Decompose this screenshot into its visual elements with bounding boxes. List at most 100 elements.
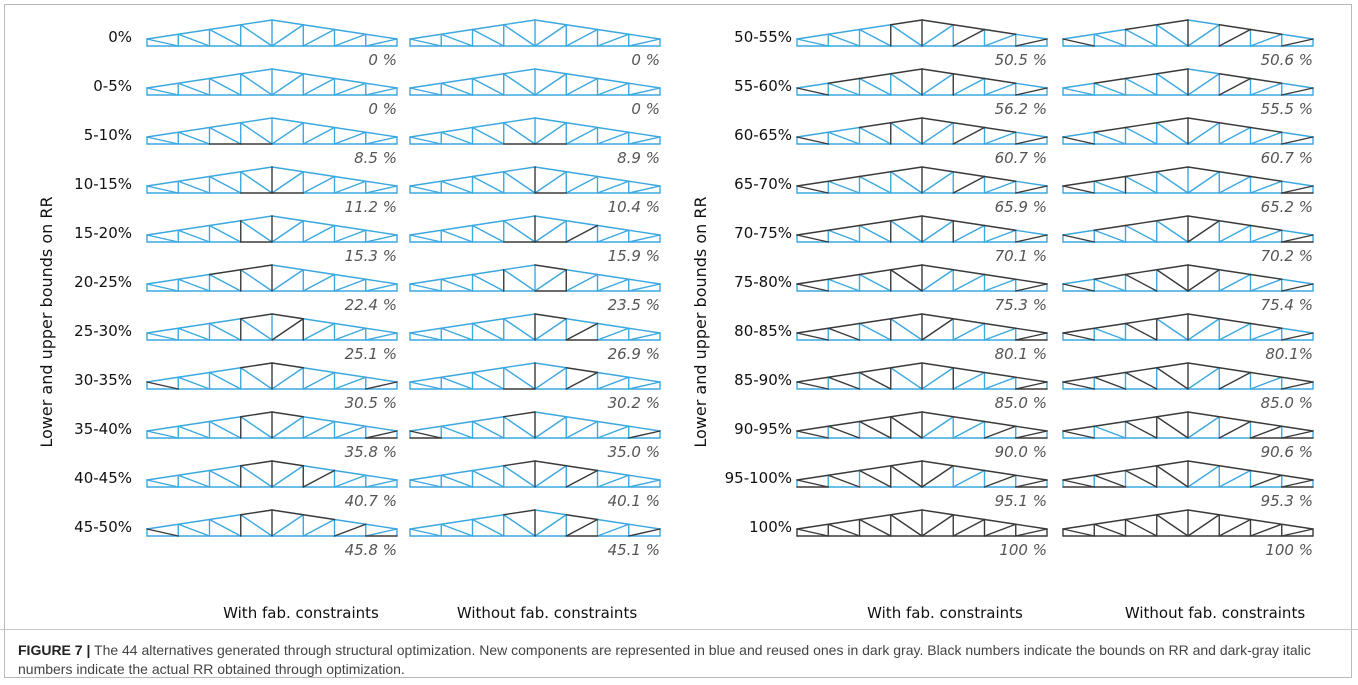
truss-member-t7 [365, 425, 398, 432]
truss-member-t1 [440, 469, 474, 476]
truss-member-d5 [565, 371, 599, 390]
truss-member-t1 [827, 371, 861, 378]
truss-member-t0 [409, 425, 442, 432]
truss-member-t6 [983, 175, 1017, 182]
truss-member-d5 [565, 322, 599, 341]
truss-member-d2 [208, 28, 242, 47]
truss-member-t4 [534, 362, 567, 369]
truss-member-t4 [1187, 509, 1220, 516]
truss-member-t1 [1093, 371, 1127, 378]
truss-member-t2 [858, 269, 892, 276]
truss-without-fab [409, 509, 661, 537]
rr-value-without: 8.9 % [617, 149, 660, 167]
truss-member-d7 [1015, 185, 1048, 194]
truss-member-d5 [565, 28, 599, 47]
truss-member-t4 [921, 362, 954, 369]
truss-member-t4 [534, 19, 567, 26]
truss-without-fab [1062, 509, 1314, 537]
truss-member-t6 [1249, 322, 1283, 329]
truss-member-t4 [921, 411, 954, 418]
truss-member-t4 [1187, 460, 1220, 467]
truss-member-t3 [1156, 68, 1189, 75]
truss-member-t7 [1281, 278, 1314, 285]
truss-member-d3 [503, 171, 536, 194]
truss-member-t0 [409, 82, 442, 89]
truss-member-t0 [1062, 425, 1095, 432]
truss-member-t1 [440, 126, 474, 133]
truss-member-t4 [534, 411, 567, 418]
truss-member-t4 [534, 460, 567, 467]
truss-member-t1 [827, 28, 861, 35]
truss-member-d2 [471, 371, 505, 390]
truss-member-d4 [921, 514, 954, 537]
truss-member-t4 [271, 19, 304, 26]
truss-member-d1 [177, 474, 211, 488]
truss-member-t2 [208, 465, 242, 472]
truss-member-d2 [858, 126, 892, 145]
truss-member-t3 [503, 264, 536, 271]
truss-member-t2 [1124, 122, 1158, 129]
truss-member-d7 [1015, 38, 1048, 47]
rr-value-with: 0 % [368, 51, 397, 69]
truss-member-d5 [565, 273, 599, 292]
truss-member-t2 [208, 269, 242, 276]
truss-member-t5 [302, 514, 336, 521]
truss-member-d5 [565, 224, 599, 243]
truss-member-d3 [890, 24, 923, 47]
truss-member-d2 [1124, 322, 1158, 341]
truss-member-d7 [628, 430, 661, 439]
truss-member-t2 [1124, 73, 1158, 80]
truss-member-t3 [240, 313, 273, 320]
truss-member-d4 [534, 171, 567, 194]
truss-member-t2 [471, 416, 505, 423]
truss-member-d5 [302, 273, 336, 292]
truss-member-t2 [208, 24, 242, 31]
truss-member-d1 [827, 131, 861, 145]
truss-member-t3 [240, 509, 273, 516]
truss-member-d2 [208, 273, 242, 292]
truss-member-t4 [534, 215, 567, 222]
truss-member-t5 [565, 367, 599, 374]
truss-member-d3 [240, 318, 273, 341]
truss-member-t5 [1218, 122, 1252, 129]
truss-member-d0 [1062, 332, 1095, 341]
truss-member-d0 [146, 136, 179, 145]
truss-member-d1 [177, 425, 211, 439]
truss-member-t5 [1218, 220, 1252, 227]
truss-member-t0 [409, 376, 442, 383]
truss-with-fab [796, 166, 1048, 194]
column-label-with-left: With fab. constraints [223, 604, 379, 622]
rr-value-with: 90.0 % [995, 443, 1047, 461]
truss-member-t7 [628, 327, 661, 334]
truss-member-t6 [983, 469, 1017, 476]
right-panel: 50-55% 50.5 % 50.6 % 55-60% 56.2 % 55.5 % 60-6… [725, 19, 1314, 559]
truss-member-t5 [302, 318, 336, 325]
truss-member-d4 [1187, 24, 1220, 47]
truss-member-d0 [409, 430, 442, 439]
truss-member-t2 [471, 514, 505, 521]
truss-member-d4 [271, 465, 304, 488]
truss-member-t0 [146, 523, 179, 530]
truss-member-t5 [952, 73, 986, 80]
truss-member-d2 [858, 77, 892, 96]
truss-member-d1 [827, 523, 861, 537]
truss-with-fab [146, 166, 398, 194]
truss-member-d1 [440, 278, 474, 292]
truss-member-d0 [146, 430, 179, 439]
truss-member-t0 [409, 474, 442, 481]
truss-member-t1 [177, 469, 211, 476]
truss-with-fab [146, 264, 398, 292]
truss-member-d2 [1124, 126, 1158, 145]
truss-member-t2 [1124, 171, 1158, 178]
truss-member-d2 [1124, 77, 1158, 96]
truss-without-fab [1062, 68, 1314, 96]
truss-member-d7 [1281, 381, 1314, 390]
truss-member-t7 [365, 278, 398, 285]
truss-member-d5 [952, 518, 986, 537]
truss-member-d1 [1093, 278, 1127, 292]
truss-member-d4 [1187, 171, 1220, 194]
truss-member-t4 [271, 264, 304, 271]
truss-member-d5 [952, 469, 986, 488]
truss-member-d3 [1156, 122, 1189, 145]
truss-member-t5 [1218, 171, 1252, 178]
